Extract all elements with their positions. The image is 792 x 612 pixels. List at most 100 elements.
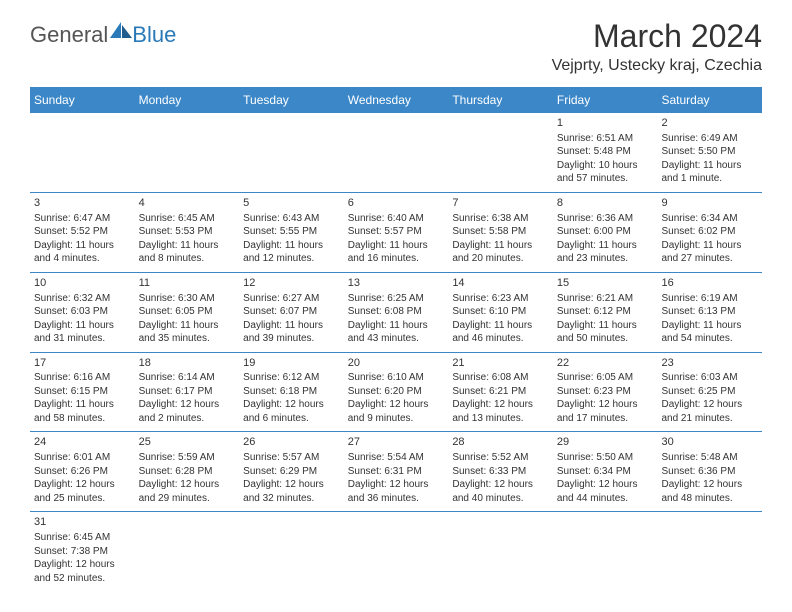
calendar-cell (239, 113, 344, 192)
day-number: 16 (661, 276, 758, 291)
daylight-text: Daylight: 12 hours and 6 minutes. (243, 398, 340, 425)
calendar-cell: 26Sunrise: 5:57 AMSunset: 6:29 PMDayligh… (239, 432, 344, 511)
daylight-text: Daylight: 12 hours and 13 minutes. (452, 398, 549, 425)
calendar-cell (30, 113, 135, 192)
calendar-cell: 29Sunrise: 5:50 AMSunset: 6:34 PMDayligh… (553, 432, 658, 511)
sunset-text: Sunset: 6:25 PM (661, 385, 758, 399)
logo: General Blue (30, 22, 176, 48)
calendar-cell: 21Sunrise: 6:08 AMSunset: 6:21 PMDayligh… (448, 353, 553, 432)
sunrise-text: Sunrise: 6:03 AM (661, 371, 758, 385)
daylight-text: Daylight: 11 hours and 46 minutes. (452, 319, 549, 346)
daylight-text: Daylight: 12 hours and 44 minutes. (557, 478, 654, 505)
sunrise-text: Sunrise: 6:19 AM (661, 292, 758, 306)
sunrise-text: Sunrise: 6:10 AM (348, 371, 445, 385)
calendar: Sunday Monday Tuesday Wednesday Thursday… (30, 87, 762, 591)
daylight-text: Daylight: 12 hours and 25 minutes. (34, 478, 131, 505)
daylight-text: Daylight: 10 hours and 57 minutes. (557, 159, 654, 186)
sunset-text: Sunset: 5:58 PM (452, 225, 549, 239)
sunrise-text: Sunrise: 5:57 AM (243, 451, 340, 465)
sunrise-text: Sunrise: 6:08 AM (452, 371, 549, 385)
calendar-cell: 27Sunrise: 5:54 AMSunset: 6:31 PMDayligh… (344, 432, 449, 511)
daylight-text: Daylight: 12 hours and 17 minutes. (557, 398, 654, 425)
day-number: 28 (452, 435, 549, 450)
daylight-text: Daylight: 11 hours and 12 minutes. (243, 239, 340, 266)
calendar-cell (135, 113, 240, 192)
calendar-cell: 16Sunrise: 6:19 AMSunset: 6:13 PMDayligh… (657, 273, 762, 352)
day-header-sun: Sunday (30, 87, 135, 113)
sunset-text: Sunset: 6:31 PM (348, 465, 445, 479)
sunset-text: Sunset: 6:12 PM (557, 305, 654, 319)
day-number: 31 (34, 515, 131, 530)
daylight-text: Daylight: 11 hours and 54 minutes. (661, 319, 758, 346)
calendar-cell: 14Sunrise: 6:23 AMSunset: 6:10 PMDayligh… (448, 273, 553, 352)
calendar-cell (448, 113, 553, 192)
calendar-cell: 9Sunrise: 6:34 AMSunset: 6:02 PMDaylight… (657, 193, 762, 272)
day-number: 1 (557, 116, 654, 131)
sunset-text: Sunset: 6:07 PM (243, 305, 340, 319)
week-row: 31Sunrise: 6:45 AMSunset: 7:38 PMDayligh… (30, 512, 762, 591)
calendar-cell: 24Sunrise: 6:01 AMSunset: 6:26 PMDayligh… (30, 432, 135, 511)
sunrise-text: Sunrise: 6:40 AM (348, 212, 445, 226)
day-number: 13 (348, 276, 445, 291)
day-number: 24 (34, 435, 131, 450)
sunset-text: Sunset: 6:00 PM (557, 225, 654, 239)
sunset-text: Sunset: 6:20 PM (348, 385, 445, 399)
sunset-text: Sunset: 5:55 PM (243, 225, 340, 239)
calendar-cell: 2Sunrise: 6:49 AMSunset: 5:50 PMDaylight… (657, 113, 762, 192)
calendar-cell (553, 512, 658, 591)
sunrise-text: Sunrise: 6:21 AM (557, 292, 654, 306)
daylight-text: Daylight: 11 hours and 1 minute. (661, 159, 758, 186)
sunrise-text: Sunrise: 6:16 AM (34, 371, 131, 385)
calendar-cell: 10Sunrise: 6:32 AMSunset: 6:03 PMDayligh… (30, 273, 135, 352)
sunset-text: Sunset: 6:33 PM (452, 465, 549, 479)
day-number: 7 (452, 196, 549, 211)
sunset-text: Sunset: 6:36 PM (661, 465, 758, 479)
sunrise-text: Sunrise: 6:12 AM (243, 371, 340, 385)
sunrise-text: Sunrise: 5:52 AM (452, 451, 549, 465)
calendar-cell: 22Sunrise: 6:05 AMSunset: 6:23 PMDayligh… (553, 353, 658, 432)
day-number: 23 (661, 356, 758, 371)
day-number: 17 (34, 356, 131, 371)
daylight-text: Daylight: 11 hours and 43 minutes. (348, 319, 445, 346)
sunrise-text: Sunrise: 6:43 AM (243, 212, 340, 226)
day-number: 2 (661, 116, 758, 131)
calendar-cell: 30Sunrise: 5:48 AMSunset: 6:36 PMDayligh… (657, 432, 762, 511)
daylight-text: Daylight: 12 hours and 36 minutes. (348, 478, 445, 505)
daylight-text: Daylight: 12 hours and 40 minutes. (452, 478, 549, 505)
week-row: 3Sunrise: 6:47 AMSunset: 5:52 PMDaylight… (30, 193, 762, 273)
daylight-text: Daylight: 11 hours and 50 minutes. (557, 319, 654, 346)
daylight-text: Daylight: 12 hours and 32 minutes. (243, 478, 340, 505)
daylight-text: Daylight: 12 hours and 52 minutes. (34, 558, 131, 585)
daylight-text: Daylight: 11 hours and 39 minutes. (243, 319, 340, 346)
sunset-text: Sunset: 6:10 PM (452, 305, 549, 319)
day-number: 12 (243, 276, 340, 291)
sunrise-text: Sunrise: 6:34 AM (661, 212, 758, 226)
daylight-text: Daylight: 12 hours and 29 minutes. (139, 478, 236, 505)
daylight-text: Daylight: 11 hours and 58 minutes. (34, 398, 131, 425)
calendar-cell (657, 512, 762, 591)
sunrise-text: Sunrise: 6:05 AM (557, 371, 654, 385)
calendar-cell: 3Sunrise: 6:47 AMSunset: 5:52 PMDaylight… (30, 193, 135, 272)
calendar-cell: 5Sunrise: 6:43 AMSunset: 5:55 PMDaylight… (239, 193, 344, 272)
sunset-text: Sunset: 6:34 PM (557, 465, 654, 479)
calendar-cell: 4Sunrise: 6:45 AMSunset: 5:53 PMDaylight… (135, 193, 240, 272)
sunrise-text: Sunrise: 6:45 AM (34, 531, 131, 545)
daylight-text: Daylight: 12 hours and 21 minutes. (661, 398, 758, 425)
daylight-text: Daylight: 11 hours and 20 minutes. (452, 239, 549, 266)
daylight-text: Daylight: 11 hours and 31 minutes. (34, 319, 131, 346)
sunrise-text: Sunrise: 6:38 AM (452, 212, 549, 226)
month-title: March 2024 (552, 18, 762, 55)
day-number: 18 (139, 356, 236, 371)
day-number: 3 (34, 196, 131, 211)
day-header-tue: Tuesday (239, 87, 344, 113)
calendar-cell: 6Sunrise: 6:40 AMSunset: 5:57 PMDaylight… (344, 193, 449, 272)
sunset-text: Sunset: 6:28 PM (139, 465, 236, 479)
sail-icon (110, 22, 132, 38)
calendar-cell (239, 512, 344, 591)
daylight-text: Daylight: 11 hours and 35 minutes. (139, 319, 236, 346)
day-number: 14 (452, 276, 549, 291)
calendar-cell: 13Sunrise: 6:25 AMSunset: 6:08 PMDayligh… (344, 273, 449, 352)
sunrise-text: Sunrise: 6:23 AM (452, 292, 549, 306)
sunset-text: Sunset: 6:13 PM (661, 305, 758, 319)
sunset-text: Sunset: 5:53 PM (139, 225, 236, 239)
